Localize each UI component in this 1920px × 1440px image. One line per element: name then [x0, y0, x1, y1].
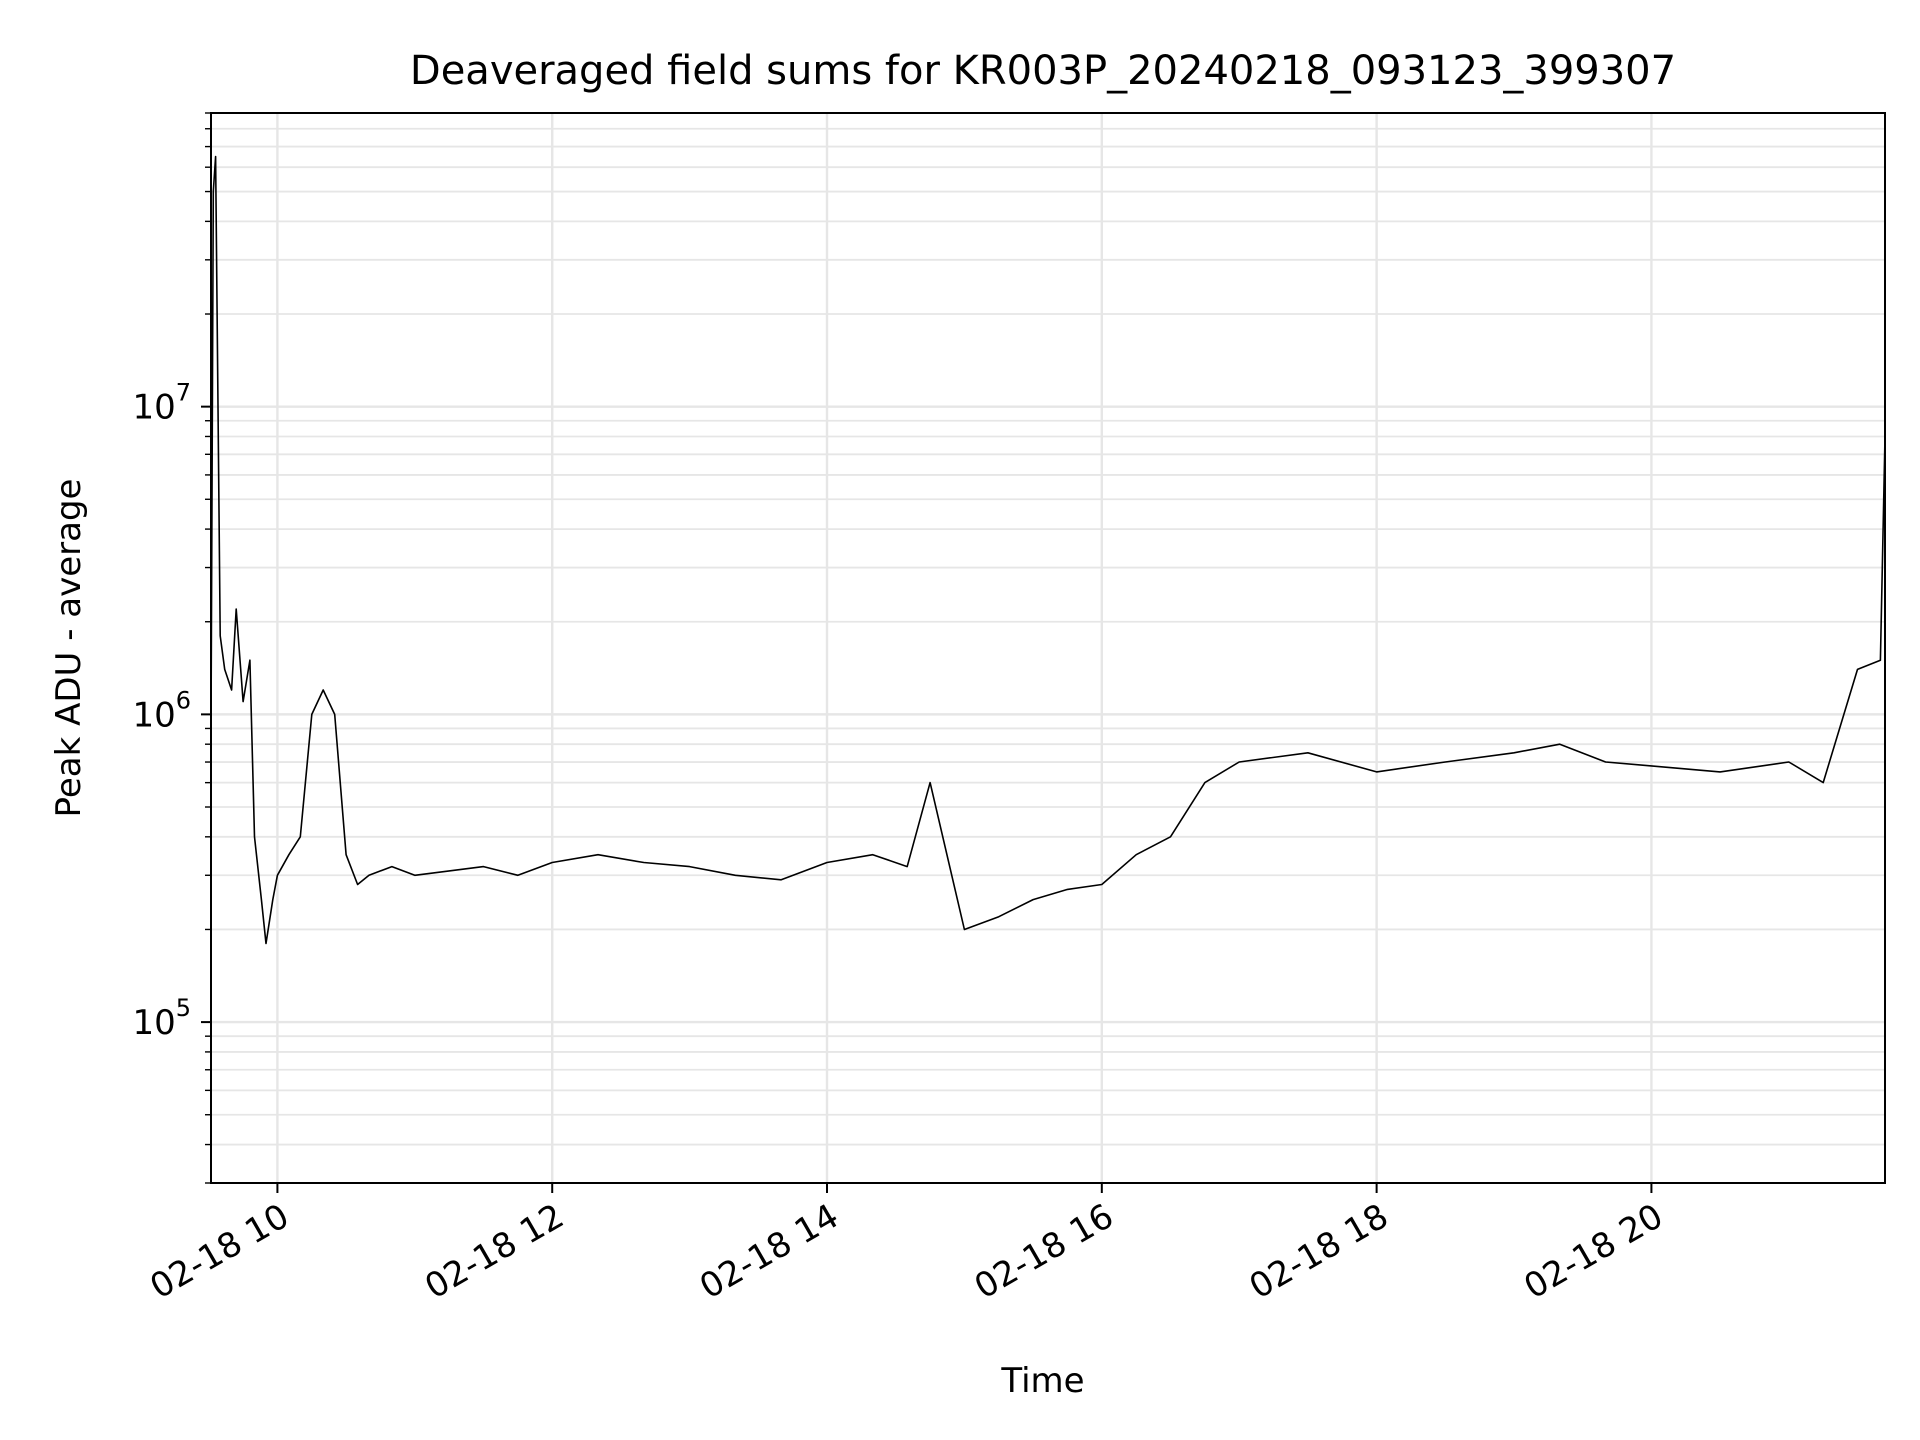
y-tick-label-exponent: 5	[176, 994, 191, 1022]
y-tick-label-exponent: 6	[176, 686, 191, 714]
grid-layer	[211, 112, 1885, 1184]
x-axis-label: Time	[1000, 1361, 1084, 1401]
y-tick-label-exponent: 7	[176, 379, 191, 407]
line-layer	[210, 155, 1886, 945]
y-tick-label: 105	[132, 994, 191, 1043]
y-tick-label-base: 10	[132, 388, 175, 428]
y-tick-label: 107	[132, 379, 191, 428]
chart-title: Deaveraged field sums for KR003P_2024021…	[410, 48, 1676, 94]
y-tick-label-base: 10	[132, 695, 175, 735]
y-tick-label-base: 10	[132, 1003, 175, 1043]
y-axis-label: Peak ADU - average	[49, 479, 89, 818]
plot-frame	[210, 112, 1886, 1184]
series-line	[210, 155, 1886, 945]
y-tick-label: 106	[132, 686, 191, 735]
